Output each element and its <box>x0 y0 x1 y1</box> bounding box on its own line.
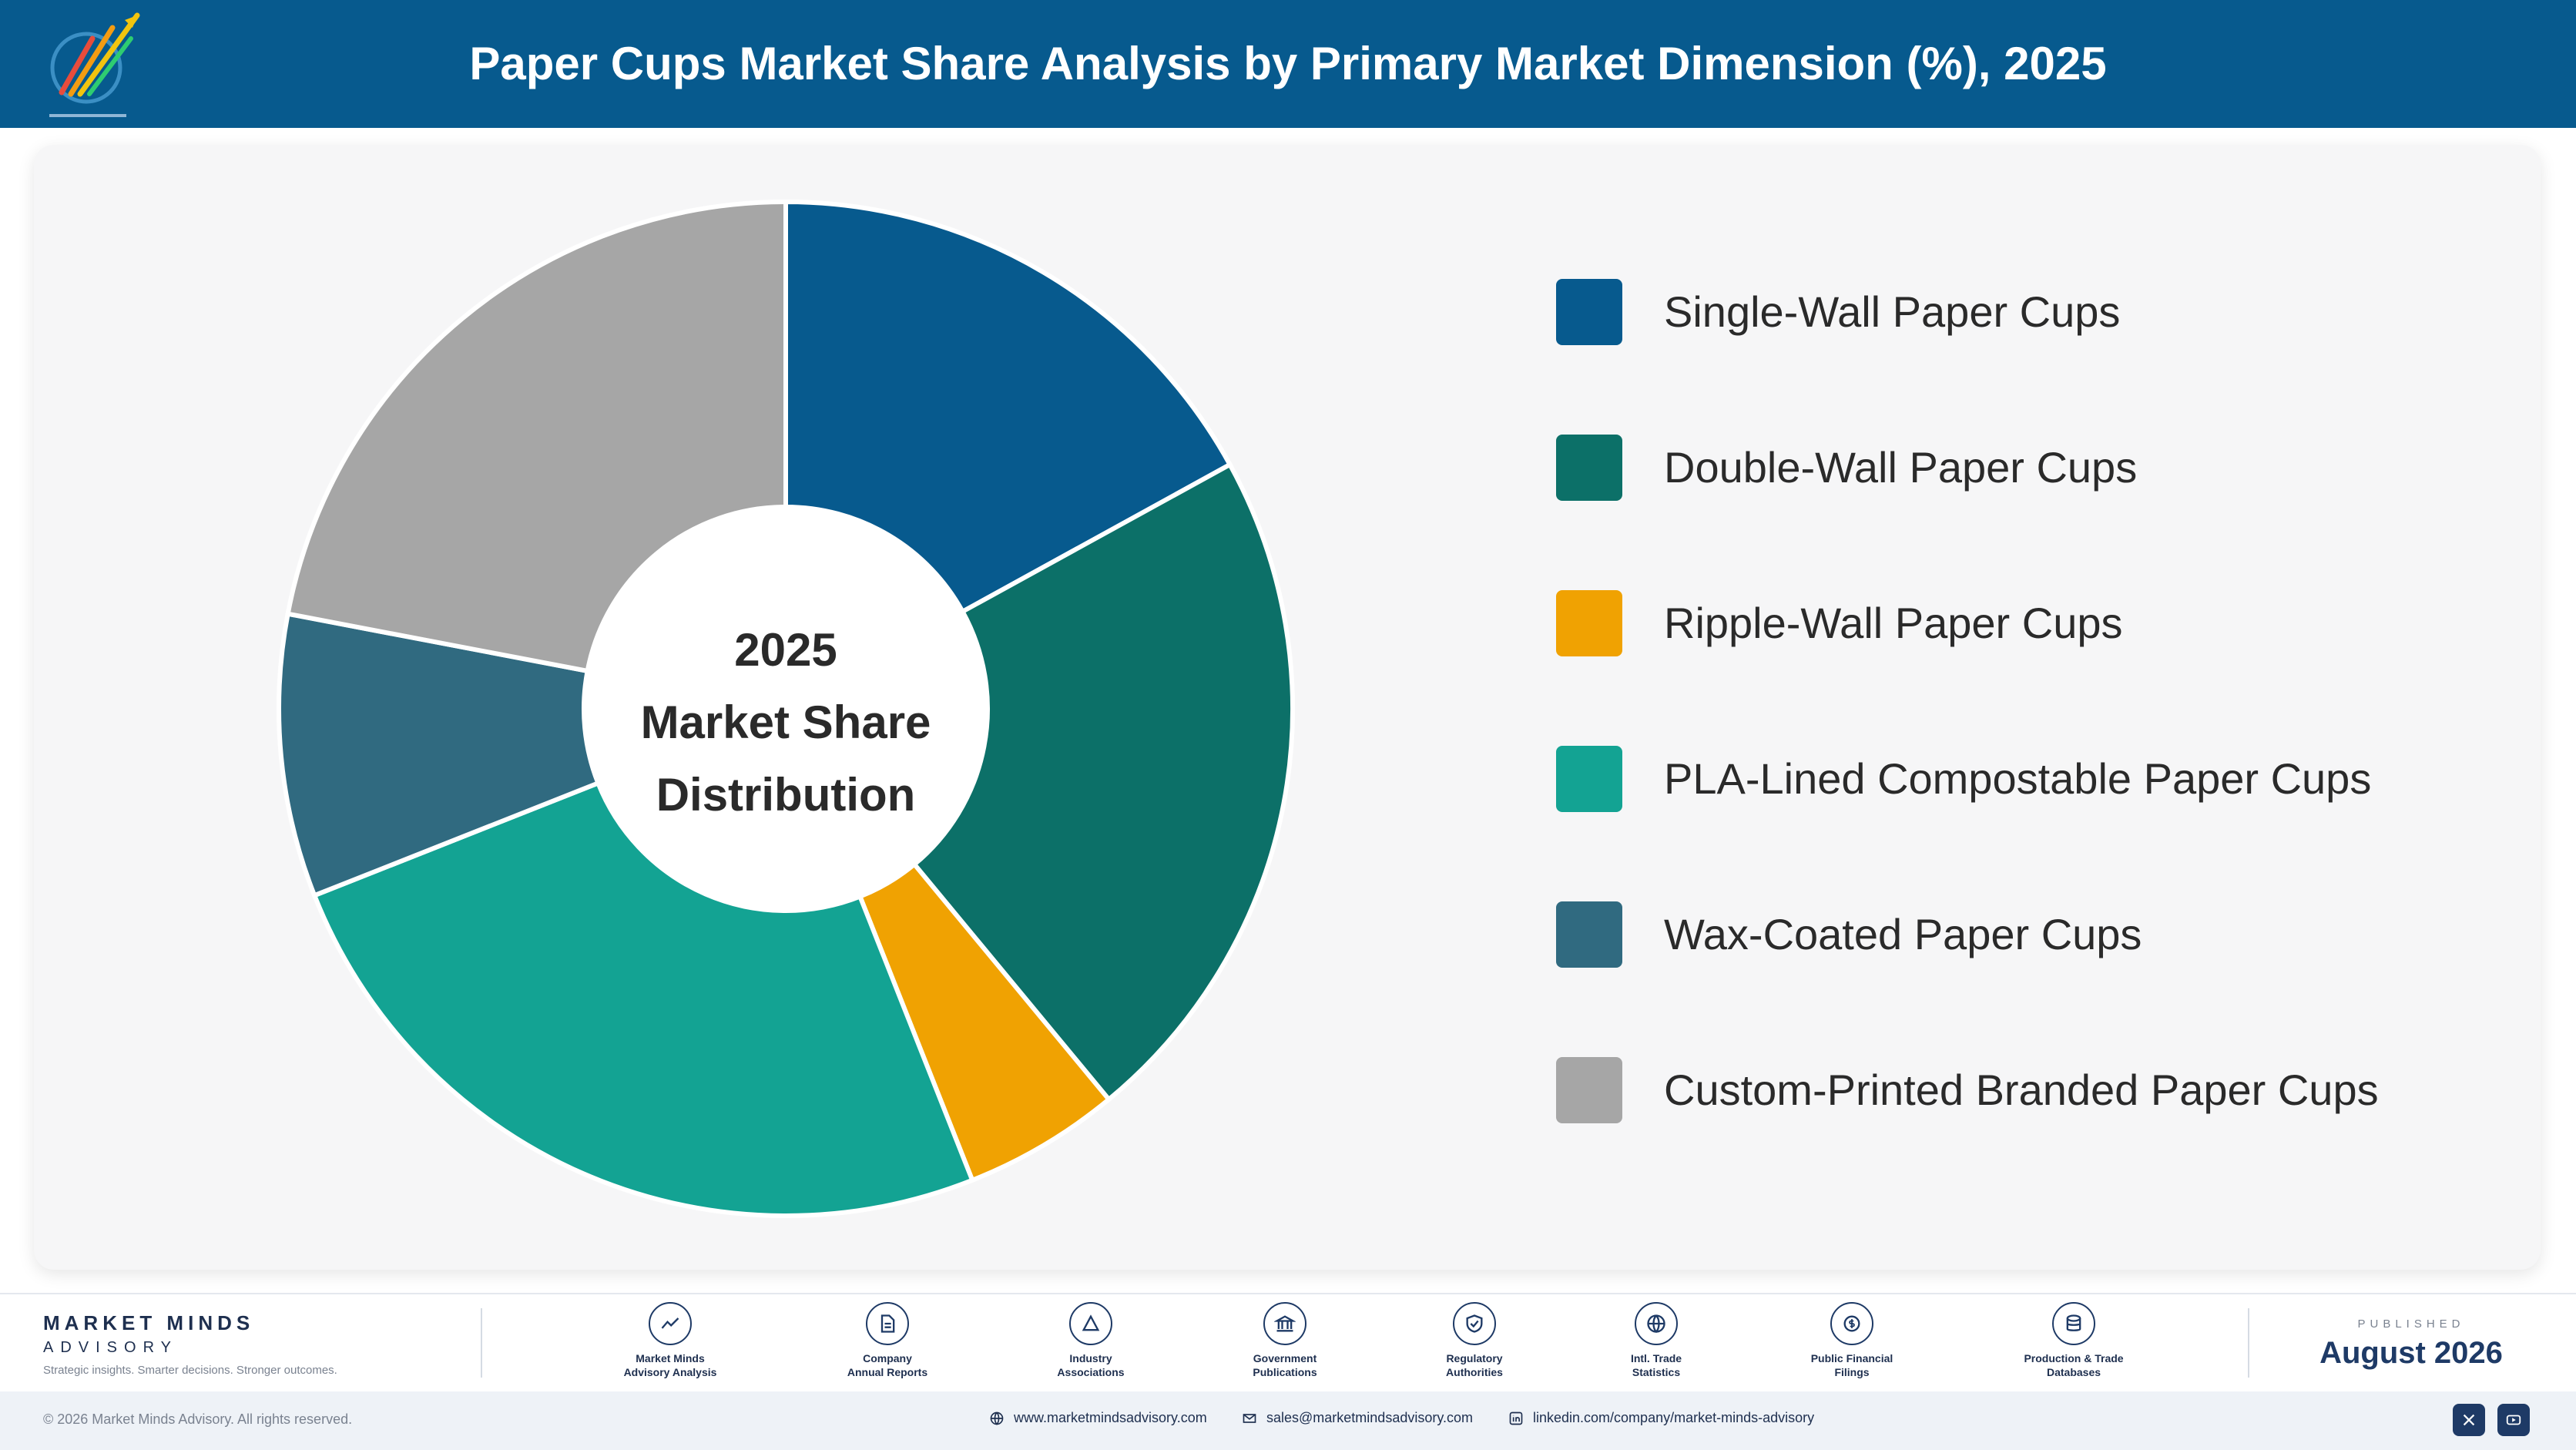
source-label: Statistics <box>1632 1366 1681 1378</box>
trend-icon <box>649 1302 692 1345</box>
document-icon <box>866 1302 909 1345</box>
company-logo-icon <box>49 12 140 117</box>
donut-chart: 2025 Market Share Distribution <box>278 202 1293 1216</box>
source-label: Market Minds <box>636 1352 705 1364</box>
youtube-icon <box>2506 1415 2521 1425</box>
legend-item: Wax-Coated Paper Cups <box>1556 901 2480 971</box>
donut-hole <box>584 507 988 911</box>
center-label-line-3: Distribution <box>656 769 916 821</box>
source-label: Regulatory <box>1446 1352 1503 1364</box>
source-item: Public Financial Filings <box>1767 1302 1937 1379</box>
linkedin-text: linkedin.com/company/market-minds-adviso… <box>1533 1410 1815 1425</box>
published-date: August 2026 <box>2319 1336 2503 1370</box>
header-bar: Paper Cups Market Share Analysis by Prim… <box>0 0 2576 128</box>
source-item: Industry Associations <box>1006 1302 1176 1379</box>
source-label: Annual Reports <box>847 1366 928 1378</box>
legend-swatch <box>1556 435 1622 501</box>
brand-name: MARKET MINDS <box>43 1311 255 1334</box>
source-item: Intl. Trade Statistics <box>1571 1302 1741 1379</box>
legend-item: PLA-Lined Compostable Paper Cups <box>1556 746 2480 815</box>
footer-divider <box>481 1308 482 1378</box>
linkedin-icon <box>1509 1411 1523 1425</box>
shield-icon <box>1453 1302 1496 1345</box>
x-social-button[interactable] <box>2453 1404 2485 1436</box>
globe-icon <box>990 1411 1004 1425</box>
legend-label: Wax-Coated Paper Cups <box>1664 910 2142 958</box>
database-icon <box>2052 1302 2095 1345</box>
legend-label: Double-Wall Paper Cups <box>1664 443 2138 492</box>
published-label: PUBLISHED <box>2357 1317 2465 1331</box>
mail-icon <box>1243 1413 1256 1423</box>
website-link[interactable]: www.marketmindsadvisory.com <box>989 1410 1207 1426</box>
footer: MARKET MINDS ADVISORY Strategic insights… <box>0 1293 2576 1388</box>
source-item: Company Annual Reports <box>803 1302 972 1379</box>
x-icon <box>2463 1414 2475 1426</box>
email-link[interactable]: sales@marketmindsadvisory.com <box>1242 1410 1473 1426</box>
legend-swatch <box>1556 279 1622 345</box>
source-item: Government Publications <box>1200 1302 1370 1379</box>
legend-item: Single-Wall Paper Cups <box>1556 279 2480 348</box>
email-text: sales@marketmindsadvisory.com <box>1266 1410 1474 1425</box>
legend-swatch <box>1556 1057 1622 1123</box>
source-label: Production & Trade <box>2024 1352 2124 1364</box>
legend-label: Ripple-Wall Paper Cups <box>1664 599 2123 647</box>
brand-tagline: Strategic insights. Smarter decisions. S… <box>43 1364 337 1377</box>
source-label: Intl. Trade <box>1630 1352 1682 1364</box>
legend-swatch <box>1556 590 1622 656</box>
source-label: Public Financial <box>1810 1352 1893 1364</box>
footer-divider <box>2248 1308 2249 1378</box>
legend-label: PLA-Lined Compostable Paper Cups <box>1664 754 2372 803</box>
building-icon <box>1263 1302 1306 1345</box>
network-icon <box>1069 1302 1112 1345</box>
legend-label: Single-Wall Paper Cups <box>1664 287 2121 336</box>
legend-swatch <box>1556 901 1622 968</box>
page-title: Paper Cups Market Share Analysis by Prim… <box>469 38 2107 89</box>
legend-item: Custom-Printed Branded Paper Cups <box>1556 1057 2480 1126</box>
linkedin-link[interactable]: linkedin.com/company/market-minds-adviso… <box>1508 1410 1814 1426</box>
source-label: Publications <box>1253 1366 1317 1378</box>
website-text: www.marketmindsadvisory.com <box>1014 1410 1207 1425</box>
source-label: Industry <box>1069 1352 1112 1364</box>
source-label: Databases <box>2046 1366 2101 1378</box>
copyright-text: © 2026 Market Minds Advisory. All rights… <box>43 1411 353 1427</box>
legend-swatch <box>1556 746 1622 812</box>
source-label: Authorities <box>1446 1366 1503 1378</box>
youtube-social-button[interactable] <box>2497 1404 2530 1436</box>
legend-item: Ripple-Wall Paper Cups <box>1556 590 2480 660</box>
center-label-line-2: Market Share <box>641 696 931 748</box>
source-label: Associations <box>1057 1366 1125 1378</box>
coin-icon <box>1830 1302 1873 1345</box>
source-label: Company <box>863 1352 912 1364</box>
bottom-bar: © 2026 Market Minds Advisory. All rights… <box>0 1391 2576 1450</box>
source-item: Production & Trade Databases <box>1989 1302 2158 1379</box>
source-item: Regulatory Authorities <box>1390 1302 1559 1379</box>
legend-item: Double-Wall Paper Cups <box>1556 435 2480 504</box>
brand-subtitle: ADVISORY <box>43 1339 178 1356</box>
source-item: Market Minds Advisory Analysis <box>585 1302 755 1379</box>
legend-label: Custom-Printed Branded Paper Cups <box>1664 1066 2379 1114</box>
source-label: Advisory Analysis <box>623 1366 717 1378</box>
source-label: Government <box>1253 1352 1317 1364</box>
source-label: Filings <box>1834 1366 1870 1378</box>
globe-icon <box>1635 1302 1678 1345</box>
center-label-line-1: 2025 <box>734 624 837 676</box>
